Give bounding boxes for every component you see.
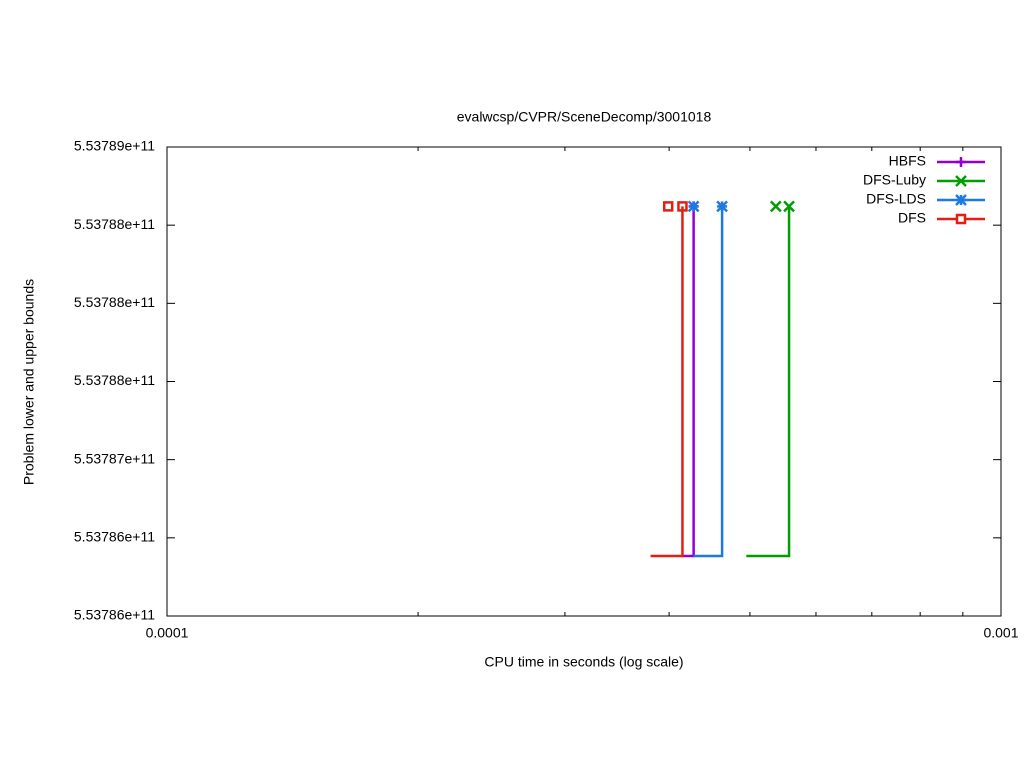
legend-marker xyxy=(956,157,966,167)
marker xyxy=(687,200,700,213)
plot-frame xyxy=(166,146,1002,617)
series-line xyxy=(746,206,791,558)
x-tick-label: 0.001 xyxy=(983,625,1018,641)
legend-marker xyxy=(955,194,967,206)
y-axis-label: Problem lower and upper bounds xyxy=(21,279,37,485)
marker xyxy=(769,200,782,213)
series-line xyxy=(693,206,724,558)
y-tick-label: 5.53787e+11 xyxy=(74,450,155,466)
y-tick-label: 5.53786e+11 xyxy=(74,529,155,545)
series-line xyxy=(650,206,684,558)
marker-part xyxy=(662,201,674,212)
marker-part xyxy=(955,194,967,206)
legend-label: HBFS xyxy=(889,153,926,169)
marker-part xyxy=(716,200,728,213)
y-tick-label: 5.53788e+11 xyxy=(74,372,155,388)
marker-part xyxy=(769,200,782,213)
x-axis-label: CPU time in seconds (log scale) xyxy=(484,654,683,670)
marker xyxy=(677,201,688,212)
legend-marker xyxy=(955,213,967,225)
y-tick-label: 5.53788e+11 xyxy=(74,216,155,232)
y-tick-label: 5.53789e+11 xyxy=(74,138,155,154)
legend-label: DFS-LDS xyxy=(866,191,926,207)
chart-title: evalwcsp/CVPR/SceneDecomp/3001018 xyxy=(457,109,712,125)
marker-part xyxy=(783,200,795,213)
marker xyxy=(783,200,795,213)
marker xyxy=(662,201,674,212)
y-tick-label: 5.53786e+11 xyxy=(74,607,155,623)
legend-label: DFS-Luby xyxy=(863,172,926,188)
marker-part xyxy=(955,175,967,187)
marker-part xyxy=(677,201,688,212)
legend-label: DFS xyxy=(898,210,926,226)
legend-marker xyxy=(955,175,967,187)
marker-part xyxy=(955,213,967,225)
series-line xyxy=(682,206,695,558)
y-tick-label: 5.53788e+11 xyxy=(74,294,155,310)
marker-part xyxy=(687,200,700,213)
x-tick-label: 0.0001 xyxy=(146,625,189,641)
marker xyxy=(716,200,728,213)
